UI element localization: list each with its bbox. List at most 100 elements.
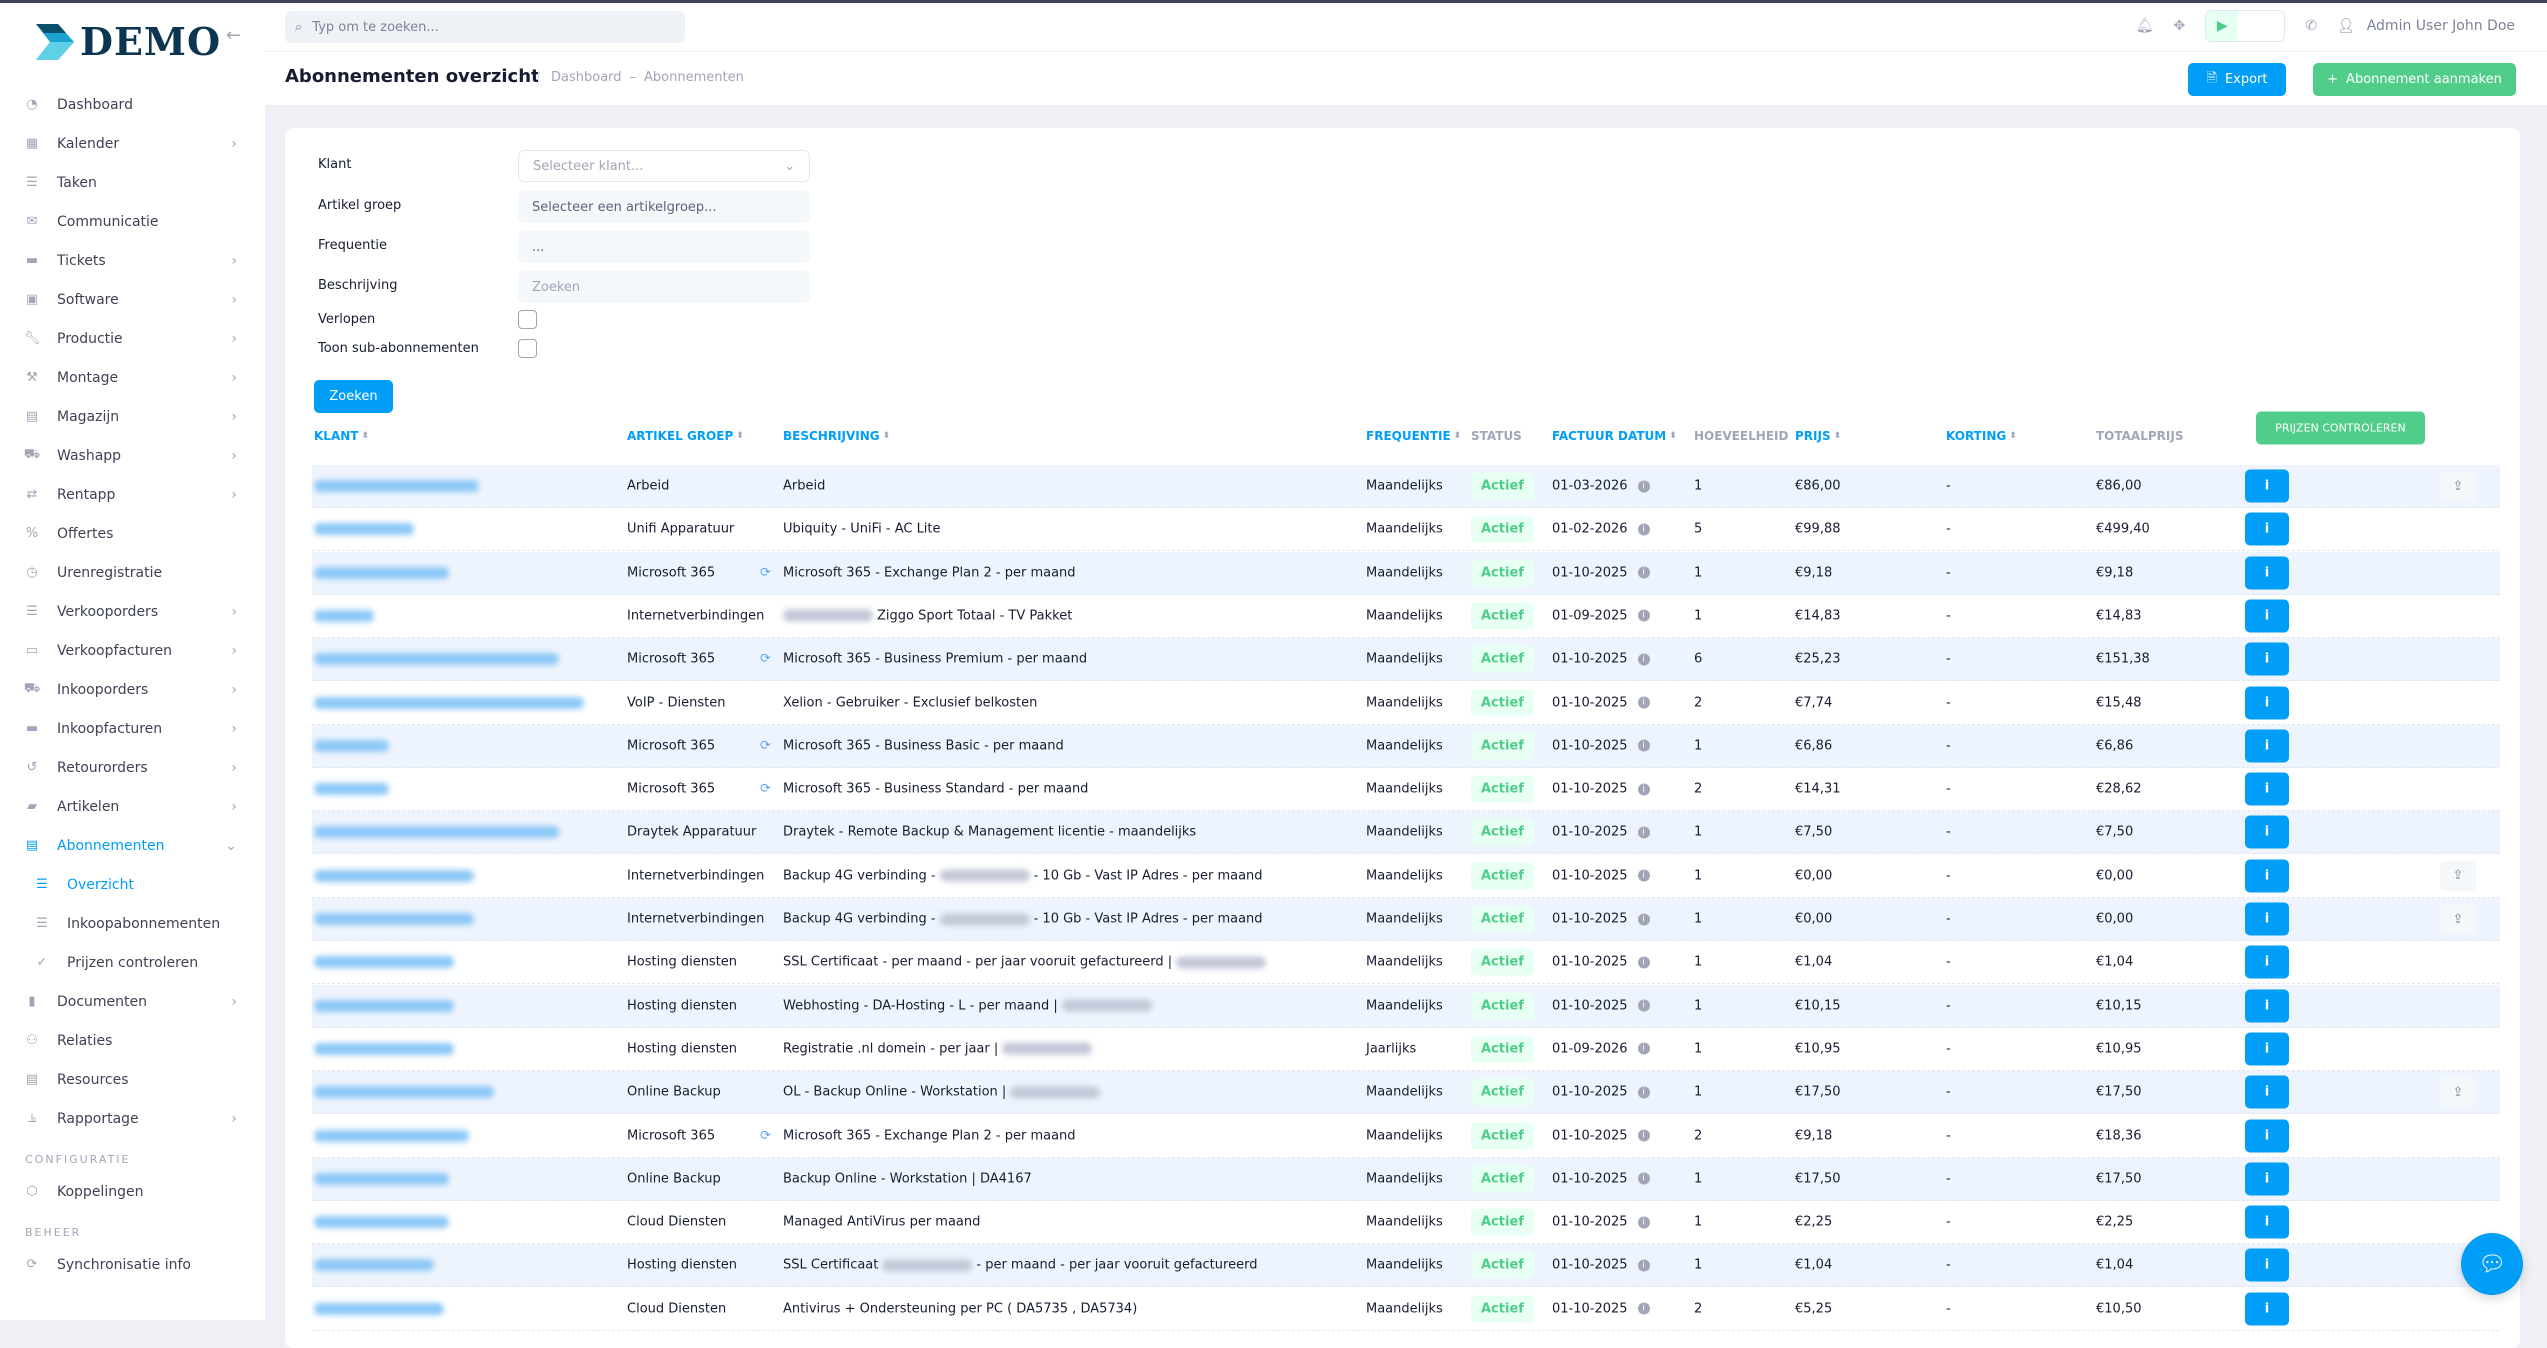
client-name-link-blurred[interactable] — [314, 1172, 449, 1185]
info-button[interactable]: i — [2245, 859, 2289, 893]
info-button[interactable]: i — [2245, 815, 2289, 849]
info-button[interactable]: i — [2245, 512, 2289, 546]
create-subscription-button[interactable]: + Abonnement aanmaken — [2313, 63, 2516, 96]
logo[interactable]: DEMO — [36, 19, 221, 64]
sidebar-item-taken[interactable]: ☰ Taken — [0, 163, 265, 202]
sidebar-item-koppelingen[interactable]: ⬡ Koppelingen — [0, 1172, 265, 1211]
sort-icon[interactable]: ⬍ — [1833, 430, 1842, 441]
info-button[interactable]: i — [2245, 945, 2289, 979]
sub-subscriptions-checkbox[interactable] — [518, 339, 537, 358]
info-icon[interactable]: i — [1637, 480, 1650, 492]
sort-icon[interactable]: ⬍ — [361, 430, 370, 441]
info-icon[interactable]: i — [1637, 1086, 1650, 1099]
share-button[interactable]: ⇪ — [2440, 904, 2476, 934]
timer-widget[interactable]: ▶ — [2205, 10, 2286, 42]
info-icon[interactable]: i — [1637, 1042, 1650, 1055]
info-icon[interactable]: i — [1637, 826, 1650, 839]
sidebar-item-artikelen[interactable]: ▰ Artikelen › — [0, 787, 265, 826]
verlopen-checkbox[interactable] — [518, 310, 537, 329]
sort-icon[interactable]: ⬍ — [736, 430, 744, 441]
client-name-link-blurred[interactable] — [314, 913, 474, 925]
sidebar-item-retourorders[interactable]: ↺ Retourorders › — [0, 748, 265, 787]
info-icon[interactable]: i — [1637, 609, 1650, 622]
info-button[interactable]: i — [2245, 989, 2289, 1023]
sidebar-item-productie[interactable]: 🔧︎ Productie › — [0, 319, 265, 358]
sidebar-item-abonnementen[interactable]: ▤ Abonnementen ⌄ — [0, 826, 265, 865]
sidebar-item-software[interactable]: ▣ Software › — [0, 280, 265, 319]
column-header-factuur-datum[interactable]: FACTUUR DATUM ⬍ — [1552, 429, 1677, 443]
info-icon[interactable]: i — [1637, 913, 1650, 925]
play-icon[interactable]: ▶ — [2206, 11, 2239, 41]
info-button[interactable]: i — [2245, 1248, 2289, 1282]
info-button[interactable]: i — [2245, 599, 2289, 633]
sidebar-item-communicatie[interactable]: ✉ Communicatie — [0, 202, 265, 241]
client-name-link-blurred[interactable] — [314, 1086, 494, 1099]
client-name-link-blurred[interactable] — [314, 739, 389, 752]
info-button[interactable]: i — [2245, 729, 2289, 763]
client-name-link-blurred[interactable] — [314, 653, 559, 666]
sidebar-item-tickets[interactable]: ▬ Tickets › — [0, 241, 265, 280]
column-header-beschrijving[interactable]: BESCHRIJVING ⬍ — [783, 429, 890, 443]
client-name-link-blurred[interactable] — [314, 869, 474, 882]
client-name-link-blurred[interactable] — [314, 566, 449, 579]
client-name-link-blurred[interactable] — [314, 1302, 444, 1315]
sidebar-item-montage[interactable]: ⚒ Montage › — [0, 358, 265, 397]
column-header-korting[interactable]: KORTING ⬍ — [1946, 429, 2017, 443]
client-name-link-blurred[interactable] — [314, 999, 454, 1012]
info-button[interactable]: i — [2245, 1205, 2289, 1239]
info-icon[interactable]: i — [1637, 1259, 1650, 1272]
client-name-link-blurred[interactable] — [314, 1129, 469, 1142]
sidebar-item-verkooporders[interactable]: ☰ Verkooporders › — [0, 592, 265, 631]
column-header-klant[interactable]: KLANT ⬍ — [314, 429, 369, 443]
info-icon[interactable]: i — [1637, 956, 1650, 969]
sidebar-item-resources[interactable]: ▤ Resources — [0, 1060, 265, 1099]
collapse-sidebar-icon[interactable]: ← — [226, 25, 242, 46]
info-icon[interactable]: i — [1637, 783, 1650, 796]
search-button[interactable]: Zoeken — [314, 380, 393, 413]
sidebar-item-rapportage[interactable]: ⫡ Rapportage › — [0, 1099, 265, 1138]
client-name-link-blurred[interactable] — [314, 956, 454, 969]
client-name-link-blurred[interactable] — [314, 696, 584, 709]
client-name-link-blurred[interactable] — [314, 480, 479, 492]
artikelgroep-select[interactable]: Selecteer een artikelgroep... — [518, 191, 810, 223]
share-button[interactable]: ⇪ — [2440, 471, 2476, 501]
info-icon[interactable]: i — [1637, 523, 1650, 536]
client-name-link-blurred[interactable] — [314, 1216, 449, 1229]
info-button[interactable]: i — [2245, 1162, 2289, 1196]
column-header-artikel-groep[interactable]: ARTIKEL GROEP ⬍ — [627, 429, 744, 443]
sidebar-item-dashboard[interactable]: ◔ Dashboard — [0, 85, 265, 124]
info-icon[interactable]: i — [1637, 869, 1650, 882]
breadcrumb-dashboard[interactable]: Dashboard — [551, 70, 622, 85]
info-button[interactable]: i — [2245, 642, 2289, 676]
info-icon[interactable]: i — [1637, 999, 1650, 1012]
sidebar-item-inkoopfacturen[interactable]: ▬ Inkoopfacturen › — [0, 709, 265, 748]
client-name-link-blurred[interactable] — [314, 523, 414, 536]
client-name-link-blurred[interactable] — [314, 1042, 454, 1055]
sidebar-item-synchronisatie-info[interactable]: ⟳ Synchronisatie info — [0, 1245, 265, 1284]
column-header-frequentie[interactable]: FREQUENTIE ⬍ — [1366, 429, 1461, 443]
info-icon[interactable]: i — [1637, 1172, 1650, 1185]
info-button[interactable]: i — [2245, 1032, 2289, 1066]
beschrijving-input[interactable]: Zoeken — [518, 271, 810, 303]
sort-icon[interactable]: ⬍ — [1453, 430, 1462, 441]
info-button[interactable]: i — [2245, 902, 2289, 936]
frequentie-select[interactable]: ... — [518, 231, 810, 263]
sidebar-item-magazijn[interactable]: ▤ Magazijn › — [0, 397, 265, 436]
info-button[interactable]: i — [2245, 469, 2289, 503]
client-name-link-blurred[interactable] — [314, 609, 374, 622]
sidebar-item-offertes[interactable]: % Offertes — [0, 514, 265, 553]
sidebar-item-inkooporders[interactable]: ⛟ Inkooporders › — [0, 670, 265, 709]
sidebar-item-documenten[interactable]: ▮ Documenten › — [0, 982, 265, 1021]
info-button[interactable]: i — [2245, 1075, 2289, 1109]
klant-select[interactable]: Selecteer klant... ⌄ — [518, 150, 810, 182]
info-button[interactable]: i — [2245, 1119, 2289, 1152]
bell-icon[interactable]: 🔔︎ — [2135, 18, 2154, 34]
sort-icon[interactable]: ⬍ — [1669, 430, 1677, 441]
sidebar-item-urenregistratie[interactable]: ◷ Urenregistratie — [0, 553, 265, 592]
client-name-link-blurred[interactable] — [314, 783, 389, 796]
sidebar-item-kalender[interactable]: ▦ Kalender › — [0, 124, 265, 163]
phone-icon[interactable]: ✆ — [2305, 18, 2317, 34]
sidebar-item-rentapp[interactable]: ⇄ Rentapp › — [0, 475, 265, 514]
client-name-link-blurred[interactable] — [314, 826, 559, 839]
info-icon[interactable]: i — [1637, 1302, 1650, 1315]
